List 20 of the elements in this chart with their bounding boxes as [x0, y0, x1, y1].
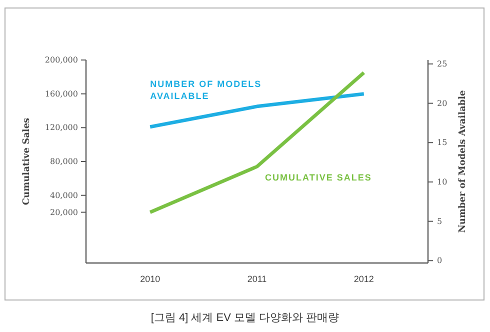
y2-tick-label: 5 [437, 216, 442, 226]
y-tick-label: 120,000 [44, 123, 78, 132]
x-tick-label: 2010 [140, 274, 160, 284]
y2-tick-label: 20 [437, 98, 448, 108]
text: [그림 4] 세계 EV 모델 다양화와 판매량 [150, 312, 340, 324]
y-tick-label: 80,000 [50, 157, 78, 166]
x-tick-label: 2012 [354, 274, 374, 284]
y2-tick-label: 10 [437, 177, 448, 186]
y2-tick-label: 15 [437, 138, 448, 148]
y-tick-label: 20,000 [50, 208, 78, 217]
y-tick-label: 160,000 [44, 89, 78, 98]
y-tick-label: 200,000 [44, 56, 78, 64]
y2-axis-title: Number of Models Available [458, 90, 468, 233]
x-tick-label: 2011 [247, 274, 267, 284]
y2-tick-label: 0 [437, 256, 442, 266]
y-axis-title: Cumulative Sales [22, 118, 32, 206]
series-label: CUMULATIVE SALES [265, 172, 372, 183]
y2-tick-label: 25 [437, 59, 448, 68]
series-label: NUMBER OF MODELS AVAILABLE [150, 78, 262, 101]
y-tick-label: 40,000 [50, 190, 78, 200]
